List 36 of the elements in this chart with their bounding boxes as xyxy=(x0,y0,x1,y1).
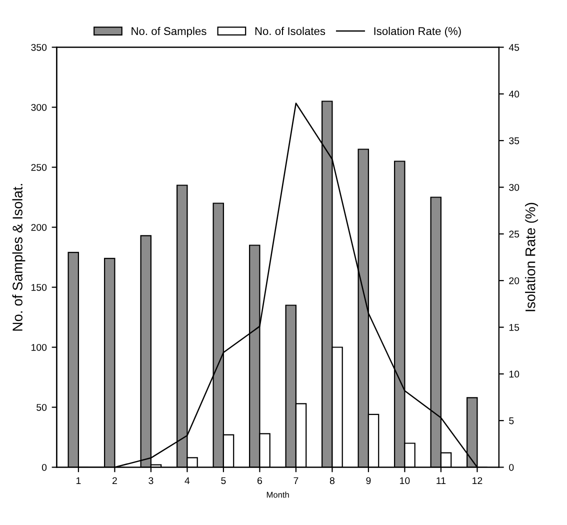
x-tick-label: 3 xyxy=(148,477,154,484)
y2-axis-title: Isolation Rate (%) xyxy=(525,202,538,312)
y-tick-label: 350 xyxy=(31,44,47,51)
y-tick-label: 50 xyxy=(36,404,47,411)
y2-tick-label: 20 xyxy=(509,277,520,284)
y2-tick-label: 45 xyxy=(508,44,520,51)
x-tick-label: 1 xyxy=(76,477,81,484)
x-tick-label: 6 xyxy=(257,477,262,484)
x-tick-label: 9 xyxy=(366,477,371,484)
x-tick-label: 10 xyxy=(400,477,410,484)
x-tick-label: 4 xyxy=(184,477,190,484)
y-tick-label: 300 xyxy=(31,104,47,111)
x-tick-label: 12 xyxy=(472,477,482,484)
legend-label: No. of Samples xyxy=(132,26,206,38)
x-tick-label: 7 xyxy=(294,477,298,484)
y-tick-label: 250 xyxy=(31,164,47,171)
y-tick-label: 0 xyxy=(42,464,47,471)
y-axis-title: No. of Samples & Isolat. xyxy=(12,184,26,331)
y2-tick-label: 30 xyxy=(509,184,520,191)
x-tick-label: 11 xyxy=(436,477,446,484)
y2-tick-label: 40 xyxy=(508,90,520,98)
legend-label: No. of Isolates xyxy=(255,26,326,36)
legend-label: Isolation Rate (%) xyxy=(374,26,461,38)
y-tick-label: 150 xyxy=(32,284,47,291)
y2-tick-label: 0 xyxy=(509,464,514,471)
y2-tick-label: 10 xyxy=(509,370,520,378)
y2-tick-label: 25 xyxy=(509,230,520,238)
y-tick-label: 200 xyxy=(31,224,47,231)
x-tick-label: 8 xyxy=(330,477,334,484)
y2-tick-label: 35 xyxy=(509,137,520,144)
y2-tick-label: 5 xyxy=(509,417,514,424)
y2-tick-label: 15 xyxy=(509,324,520,331)
y-tick-label: 100 xyxy=(32,344,47,351)
x-tick-label: 2 xyxy=(112,477,117,484)
x-tick-label: 5 xyxy=(221,477,226,484)
x-axis-title: Month xyxy=(266,492,289,498)
